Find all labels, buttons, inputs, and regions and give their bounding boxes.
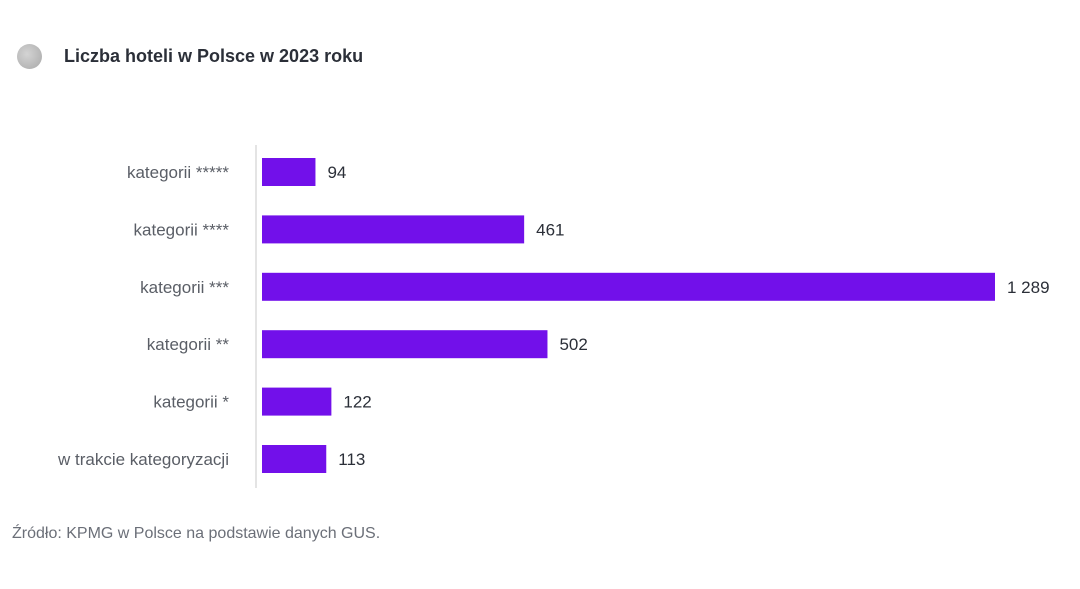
category-label: kategorii ***** (127, 163, 229, 182)
value-label: 113 (338, 450, 365, 469)
bar (262, 215, 525, 244)
category-label: kategorii *** (140, 278, 229, 297)
category-label: kategorii ** (147, 335, 230, 354)
value-label: 502 (559, 335, 587, 354)
value-label: 1 289 (1007, 278, 1050, 297)
value-label: 461 (536, 220, 564, 239)
source-note: Źródło: KPMG w Polsce na podstawie danyc… (12, 525, 381, 542)
bar (262, 445, 327, 473)
category-label: kategorii * (153, 393, 229, 412)
bar (262, 272, 995, 301)
bar (262, 330, 548, 359)
category-label: kategorii **** (134, 220, 230, 239)
category-label: w trakcie kategoryzacji (57, 450, 229, 469)
bar (262, 387, 332, 416)
value-label: 94 (327, 163, 346, 182)
chart-title: Liczba hoteli w Polsce w 2023 roku (64, 46, 364, 66)
value-label: 122 (343, 393, 371, 412)
bar (262, 158, 316, 186)
title-bullet-icon (17, 44, 42, 69)
